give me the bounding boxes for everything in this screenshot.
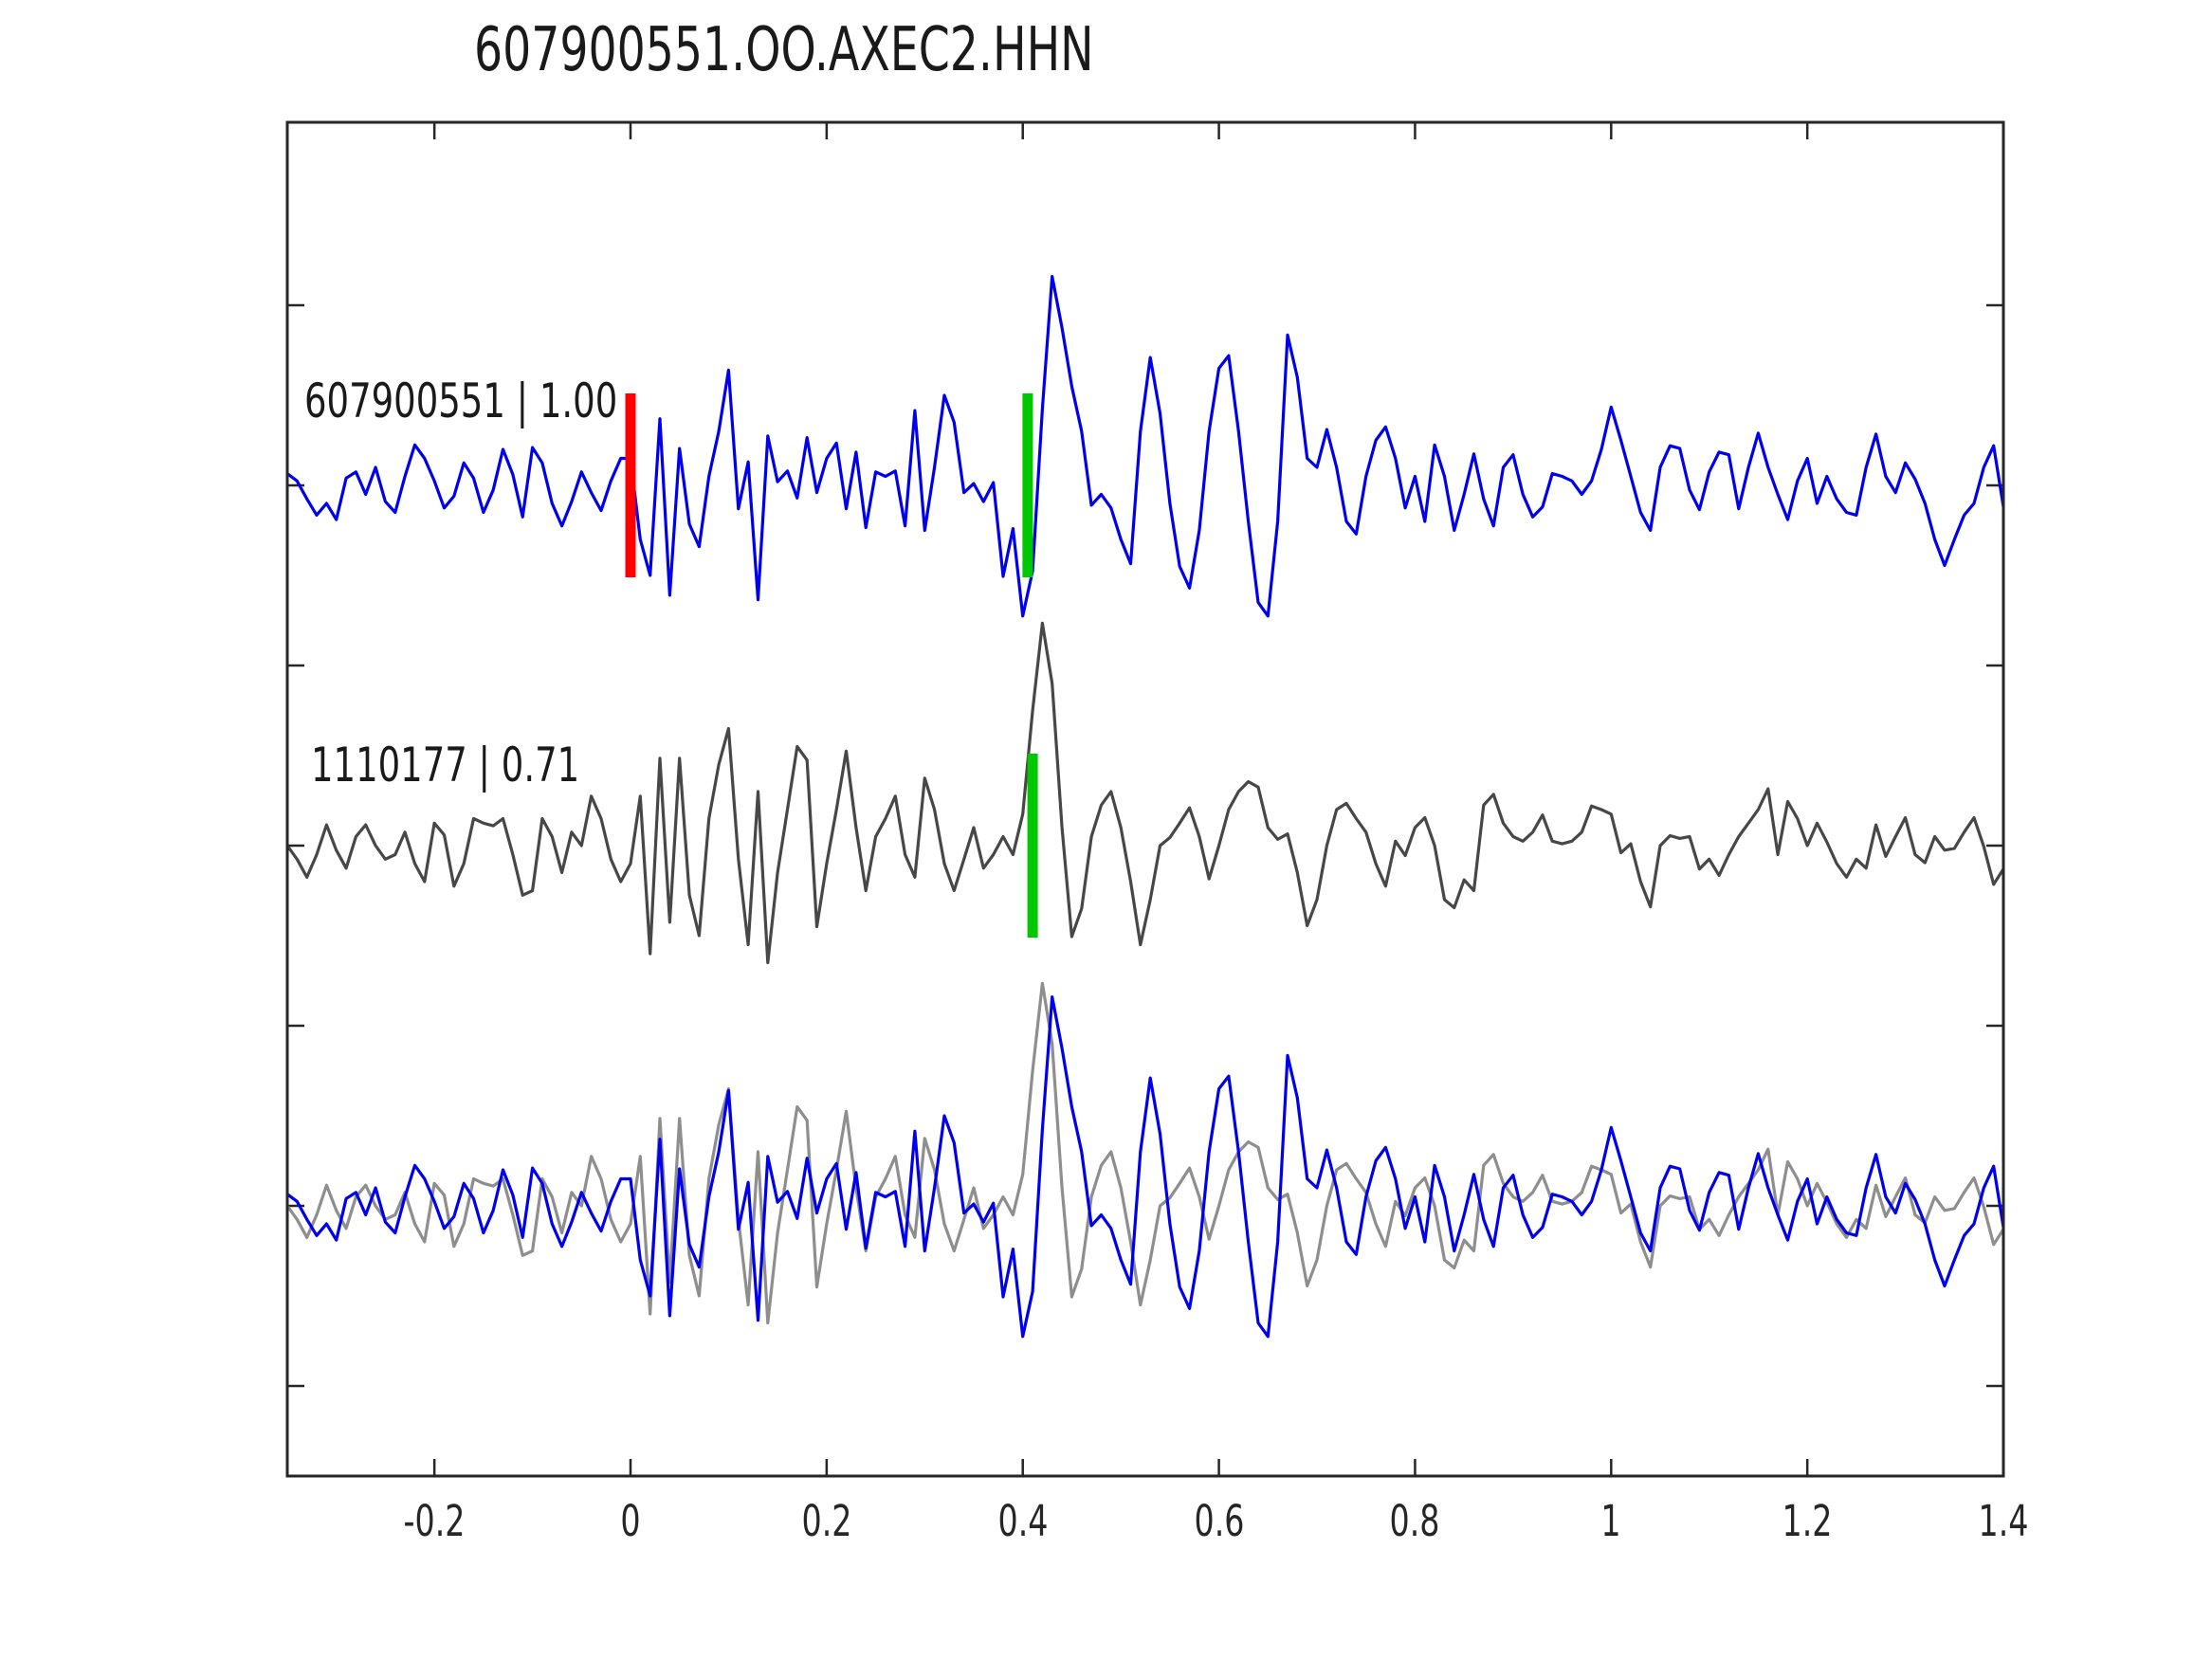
traces xyxy=(287,275,2003,1339)
plot-border xyxy=(285,120,2005,1478)
pick-markers xyxy=(625,393,1038,938)
waveform-trace-detection xyxy=(287,621,2003,965)
waveform-trace-template xyxy=(287,275,2003,618)
pick-marker-green xyxy=(1022,393,1033,577)
pick-marker-green xyxy=(1027,754,1038,938)
pick-marker-red xyxy=(625,393,636,577)
overlay-trace-template xyxy=(287,994,2003,1339)
axis-ticks xyxy=(287,122,2005,1476)
overlay-trace-detection xyxy=(287,981,2003,1325)
